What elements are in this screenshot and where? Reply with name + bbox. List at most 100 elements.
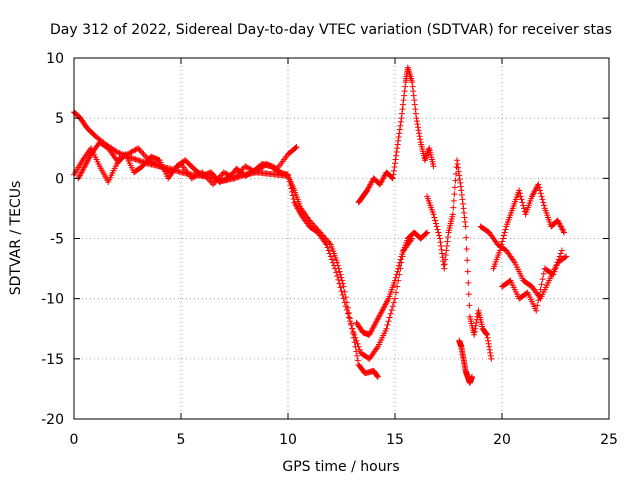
data-point bbox=[460, 205, 467, 212]
data-point bbox=[394, 268, 401, 275]
data-point bbox=[458, 187, 465, 194]
x-tick-label: 5 bbox=[177, 432, 186, 448]
data-point bbox=[500, 235, 507, 242]
data-point bbox=[443, 243, 450, 250]
data-points bbox=[71, 64, 570, 386]
data-point bbox=[393, 149, 400, 156]
data-point bbox=[353, 348, 360, 355]
data-point bbox=[416, 133, 423, 140]
data-point bbox=[452, 177, 459, 184]
data-point bbox=[288, 185, 295, 192]
data-point bbox=[389, 174, 396, 181]
data-point bbox=[416, 130, 423, 137]
data-point bbox=[558, 247, 565, 254]
data-point bbox=[390, 299, 397, 306]
data-point bbox=[230, 174, 237, 181]
data-point bbox=[334, 273, 341, 280]
data-point bbox=[326, 250, 333, 257]
data-point bbox=[402, 83, 409, 90]
data-point bbox=[557, 250, 564, 257]
data-point bbox=[486, 346, 493, 353]
series-trace bbox=[353, 229, 431, 338]
data-point bbox=[338, 288, 345, 295]
data-point bbox=[399, 106, 406, 113]
data-point bbox=[462, 223, 469, 230]
data-point bbox=[352, 334, 359, 341]
data-point bbox=[270, 163, 277, 170]
data-point bbox=[432, 217, 439, 224]
data-point bbox=[266, 162, 273, 169]
data-point bbox=[349, 325, 356, 332]
data-point bbox=[431, 214, 438, 221]
data-point bbox=[464, 257, 471, 264]
data-point bbox=[401, 88, 408, 95]
data-point bbox=[518, 196, 525, 203]
data-point bbox=[342, 303, 349, 310]
data-point bbox=[461, 209, 468, 216]
data-point bbox=[434, 226, 441, 233]
data-point bbox=[286, 178, 293, 185]
data-point bbox=[533, 307, 540, 314]
data-point bbox=[384, 321, 391, 328]
data-point bbox=[424, 229, 431, 236]
data-point bbox=[409, 83, 416, 90]
data-point bbox=[454, 161, 461, 168]
data-point bbox=[340, 283, 347, 290]
data-point bbox=[331, 262, 338, 269]
series-trace bbox=[71, 109, 381, 380]
data-point bbox=[387, 310, 394, 317]
data-point bbox=[499, 238, 506, 245]
data-point bbox=[400, 97, 407, 104]
data-point bbox=[385, 318, 392, 325]
y-tick-label: -20 bbox=[41, 412, 64, 428]
data-point bbox=[207, 178, 214, 185]
data-point bbox=[393, 152, 400, 159]
data-point bbox=[437, 239, 444, 246]
data-point bbox=[401, 92, 408, 99]
data-point bbox=[356, 346, 363, 353]
data-point bbox=[354, 357, 361, 364]
data-point bbox=[444, 233, 451, 240]
data-point bbox=[488, 355, 495, 362]
data-point bbox=[285, 171, 291, 178]
data-point bbox=[485, 340, 492, 347]
data-point bbox=[471, 328, 478, 335]
data-point bbox=[115, 149, 122, 156]
data-point bbox=[465, 291, 472, 298]
data-point bbox=[289, 189, 296, 196]
series-trace bbox=[499, 247, 565, 314]
data-point bbox=[410, 92, 417, 99]
data-point bbox=[464, 268, 471, 275]
data-point bbox=[537, 286, 544, 293]
x-tick-label: 25 bbox=[600, 432, 618, 448]
data-point bbox=[484, 331, 491, 338]
data-point bbox=[398, 110, 405, 117]
data-point bbox=[540, 199, 547, 206]
data-point bbox=[395, 133, 402, 140]
data-point bbox=[411, 101, 418, 108]
series-trace bbox=[71, 145, 416, 362]
data-point bbox=[272, 165, 279, 172]
data-point bbox=[394, 283, 401, 290]
data-point bbox=[536, 291, 543, 298]
data-point bbox=[393, 289, 400, 296]
data-point bbox=[374, 373, 381, 380]
data-point bbox=[271, 164, 278, 171]
data-point bbox=[351, 331, 358, 338]
data-point bbox=[393, 271, 400, 278]
data-point bbox=[538, 281, 545, 288]
data-point bbox=[287, 182, 294, 189]
data-point bbox=[176, 161, 183, 168]
data-point bbox=[414, 121, 421, 128]
data-point bbox=[436, 232, 443, 239]
data-point bbox=[538, 193, 545, 200]
data-point bbox=[440, 261, 447, 268]
data-point bbox=[267, 162, 274, 169]
data-point bbox=[340, 295, 347, 302]
data-point bbox=[337, 284, 344, 291]
data-point bbox=[412, 106, 419, 113]
data-point bbox=[457, 183, 464, 190]
series-trace bbox=[355, 64, 437, 206]
data-point bbox=[396, 262, 403, 269]
data-point bbox=[417, 136, 424, 143]
